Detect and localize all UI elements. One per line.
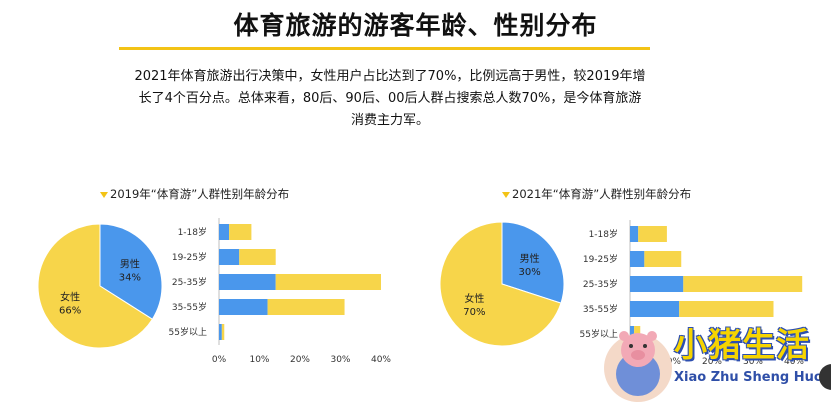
- chart-panel-2021: 2021年“体育游”人群性别年龄分布 男性 30% 女性 70% 1-18岁 19-25岁…: [420, 178, 831, 406]
- category-label: 55岁以上: [169, 326, 207, 338]
- x-tick-label: 0%: [212, 355, 227, 365]
- chart-title-text: 2019年“体育游”人群性别年龄分布: [110, 187, 290, 201]
- bar-segment-female: [638, 226, 667, 242]
- chart-svg-2019: 男性 34% 女性 66% 1-18岁 19-25岁 25-35岁 35-55岁 55岁以上 0%…: [37, 218, 391, 365]
- bar-segment-female: [683, 276, 803, 292]
- chart-title-2021: 2021年“体育游”人群性别年龄分布: [502, 186, 691, 202]
- pie-slice-female: [37, 223, 154, 349]
- category-label: 55岁以上: [580, 328, 618, 340]
- bar-segment-male: [630, 276, 684, 292]
- category-label: 1-18岁: [589, 228, 618, 240]
- triangle-bullet-icon: [100, 191, 108, 198]
- category-label: 19-25岁: [583, 253, 618, 265]
- bar-segment-male: [219, 224, 230, 240]
- x-tick-label: 30%: [743, 357, 763, 367]
- category-label: 25-35岁: [172, 276, 207, 288]
- category-label: 19-25岁: [172, 251, 207, 263]
- chart-title-2019: 2019年“体育游”人群性别年龄分布: [100, 186, 289, 202]
- x-tick-label: 40%: [371, 355, 391, 365]
- x-tick-label: 20%: [702, 357, 722, 367]
- bar-segment-female: [275, 274, 381, 290]
- category-label: 35-55岁: [583, 303, 618, 315]
- bar-segment-male: [630, 301, 680, 317]
- pie-slice-male: [501, 221, 565, 304]
- summary-text: 2021年体育旅游出行决策中，女性用户占比达到了70%，比例远高于男性，较201…: [100, 66, 680, 132]
- pie-slice-percent: 66%: [59, 305, 81, 316]
- x-tick-label: 20%: [290, 355, 310, 365]
- bar-segment-male: [630, 226, 639, 242]
- bar-segment-female: [229, 224, 252, 240]
- chart-title-text: 2021年“体育游”人群性别年龄分布: [512, 187, 692, 201]
- triangle-bullet-icon: [502, 191, 510, 198]
- pie-slice-female: [439, 221, 562, 347]
- bar-segment-male: [219, 324, 222, 340]
- watermark-logo: 小猪生活 Xiao Zhu Sheng Huo: [598, 322, 831, 406]
- bar-segment-male: [630, 251, 645, 267]
- summary-line-1: 2021年体育旅游出行决策中，女性用户占比达到了70%，比例远高于男性，较201…: [134, 69, 646, 84]
- bar-segment-male: [219, 299, 268, 315]
- category-label: 1-18岁: [178, 226, 207, 238]
- watermark-cn-text: 小猪生活: [674, 325, 810, 364]
- x-tick-label: 10%: [249, 355, 269, 365]
- bar-segment-female: [644, 251, 682, 267]
- bar-segment-female: [267, 299, 345, 315]
- pie-slice-percent: 70%: [463, 307, 485, 318]
- watermark-en-text: Xiao Zhu Sheng Huo: [674, 370, 823, 385]
- summary-line-2: 长了4个百分点。总体来看，80后、90后、00后人群占搜索总人数70%，是今体育…: [138, 91, 642, 106]
- x-tick-label: 30%: [330, 355, 350, 365]
- pie-slice-name: 男性: [120, 258, 140, 271]
- bar-segment-male: [219, 274, 276, 290]
- corner-badge-icon: [819, 364, 831, 390]
- pie-slice-percent: 30%: [518, 267, 540, 278]
- bar-segment-female: [239, 249, 276, 265]
- page-title: 体育旅游的游客年龄、性别分布: [233, 11, 598, 40]
- bar-segment-male: [219, 249, 240, 265]
- x-tick-label: 40%: [784, 357, 804, 367]
- category-label: 25-35岁: [583, 278, 618, 290]
- summary-line-3: 消费主力军。: [350, 113, 429, 128]
- pie-slice-name: 女性: [464, 292, 484, 305]
- bar-segment-female: [221, 324, 225, 340]
- category-label: 35-55岁: [172, 301, 207, 313]
- pig-mascot-icon: [604, 331, 672, 402]
- bar-segment-female: [679, 301, 774, 317]
- chart-svg-2021: 男性30%女性70%1-18岁19-25岁25-35岁35-55岁55岁以上0%…: [439, 220, 804, 367]
- title-underline: [119, 47, 650, 50]
- chart-panel-2019: 2019年“体育游”人群性别年龄分布 男性 34% 女性 66% 1-18岁 19-25岁…: [0, 178, 420, 406]
- pie-slice-name: 女性: [60, 290, 80, 303]
- pie-slice-percent: 34%: [119, 273, 141, 284]
- bar-segment-male: [630, 326, 635, 342]
- pie-slice-name: 男性: [520, 252, 540, 265]
